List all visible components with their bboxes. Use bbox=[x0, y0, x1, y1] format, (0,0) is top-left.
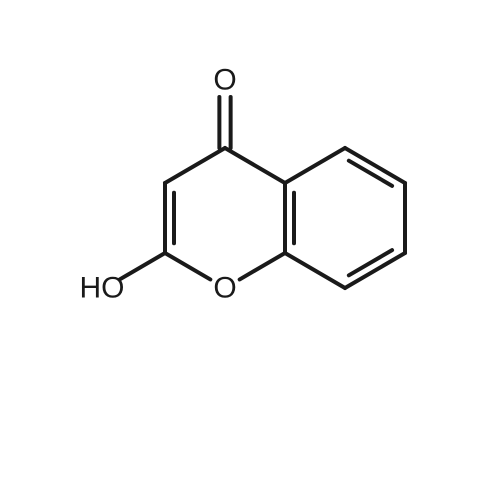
bond bbox=[240, 253, 285, 279]
atom-label-o12: HO bbox=[80, 272, 125, 305]
atom-label-o11: O bbox=[213, 64, 236, 97]
bond bbox=[225, 148, 285, 183]
bond bbox=[120, 253, 165, 279]
bond bbox=[285, 253, 345, 288]
bond bbox=[165, 148, 225, 183]
bond bbox=[165, 253, 210, 279]
chemical-structure-diagram: O O HO bbox=[0, 0, 500, 500]
atom-label-o10: O bbox=[213, 272, 236, 305]
bond bbox=[285, 148, 345, 183]
